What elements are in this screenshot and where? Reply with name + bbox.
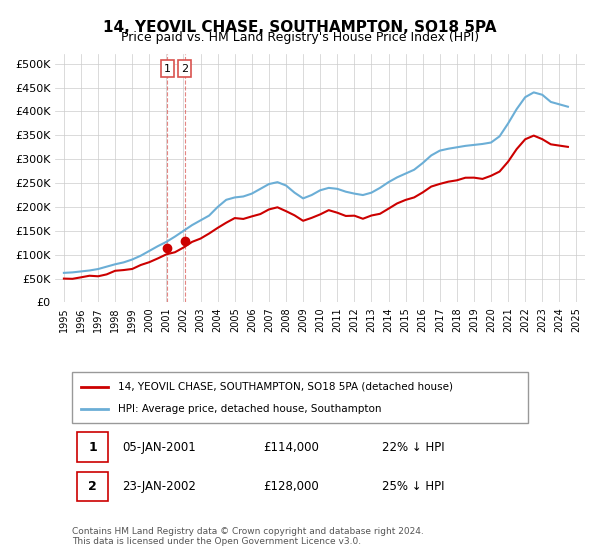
Text: 2: 2	[181, 63, 188, 73]
Text: £114,000: £114,000	[263, 441, 319, 454]
Text: £128,000: £128,000	[263, 480, 319, 493]
FancyBboxPatch shape	[72, 372, 528, 423]
Text: 1: 1	[164, 63, 171, 73]
Text: 14, YEOVIL CHASE, SOUTHAMPTON, SO18 5PA: 14, YEOVIL CHASE, SOUTHAMPTON, SO18 5PA	[103, 20, 497, 35]
Text: 14, YEOVIL CHASE, SOUTHAMPTON, SO18 5PA (detached house): 14, YEOVIL CHASE, SOUTHAMPTON, SO18 5PA …	[118, 381, 452, 391]
Text: 1: 1	[88, 441, 97, 454]
FancyBboxPatch shape	[77, 432, 109, 461]
FancyBboxPatch shape	[77, 472, 109, 501]
Text: 23-JAN-2002: 23-JAN-2002	[122, 480, 196, 493]
Text: 05-JAN-2001: 05-JAN-2001	[122, 441, 196, 454]
Text: 2: 2	[88, 480, 97, 493]
Text: 22% ↓ HPI: 22% ↓ HPI	[382, 441, 445, 454]
Text: Contains HM Land Registry data © Crown copyright and database right 2024.
This d: Contains HM Land Registry data © Crown c…	[72, 526, 424, 546]
Text: HPI: Average price, detached house, Southampton: HPI: Average price, detached house, Sout…	[118, 404, 381, 414]
Text: 25% ↓ HPI: 25% ↓ HPI	[382, 480, 445, 493]
Text: Price paid vs. HM Land Registry's House Price Index (HPI): Price paid vs. HM Land Registry's House …	[121, 31, 479, 44]
